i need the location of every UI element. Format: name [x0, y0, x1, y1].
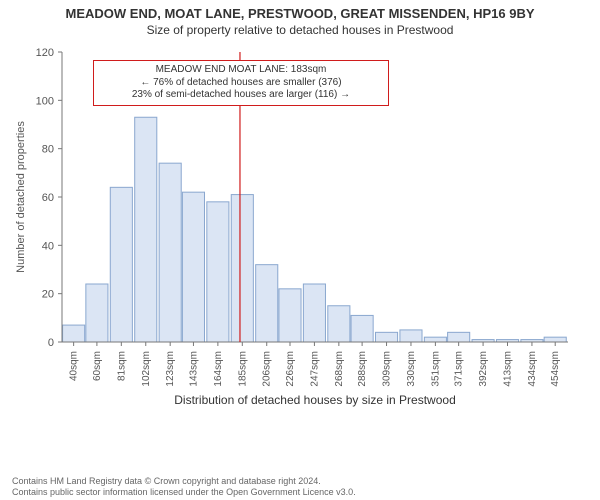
svg-text:226sqm: 226sqm: [285, 351, 296, 387]
svg-text:247sqm: 247sqm: [309, 351, 320, 387]
svg-text:434sqm: 434sqm: [527, 351, 538, 387]
svg-text:0: 0: [48, 337, 54, 349]
svg-text:206sqm: 206sqm: [262, 351, 273, 387]
chart-title: MEADOW END, MOAT LANE, PRESTWOOD, GREAT …: [0, 0, 600, 21]
svg-text:185sqm: 185sqm: [237, 351, 248, 387]
svg-text:60sqm: 60sqm: [92, 351, 103, 381]
figure-container: MEADOW END, MOAT LANE, PRESTWOOD, GREAT …: [0, 0, 600, 500]
svg-text:143sqm: 143sqm: [188, 351, 199, 387]
svg-text:60: 60: [42, 192, 54, 204]
callout-line-2: ← 76% of detached houses are smaller (37…: [100, 77, 382, 90]
svg-text:20: 20: [42, 289, 54, 301]
svg-text:268sqm: 268sqm: [334, 351, 345, 387]
svg-text:413sqm: 413sqm: [503, 351, 514, 387]
marker-callout: MEADOW END MOAT LANE: 183sqm ← 76% of de…: [93, 60, 389, 106]
svg-text:120: 120: [36, 47, 54, 59]
svg-text:454sqm: 454sqm: [550, 351, 561, 387]
svg-text:330sqm: 330sqm: [406, 351, 417, 387]
chart-subtitle: Size of property relative to detached ho…: [0, 21, 600, 37]
svg-text:309sqm: 309sqm: [382, 351, 393, 387]
callout-line-3: 23% of semi-detached houses are larger (…: [100, 89, 382, 102]
svg-text:81sqm: 81sqm: [116, 351, 127, 381]
svg-text:40sqm: 40sqm: [69, 351, 80, 381]
svg-text:Number of detached properties: Number of detached properties: [15, 121, 27, 273]
svg-text:371sqm: 371sqm: [454, 351, 465, 387]
svg-text:392sqm: 392sqm: [478, 351, 489, 387]
svg-text:164sqm: 164sqm: [213, 351, 224, 387]
svg-text:102sqm: 102sqm: [141, 351, 152, 387]
footer-attribution: Contains HM Land Registry data © Crown c…: [0, 476, 600, 498]
svg-text:100: 100: [36, 95, 54, 107]
svg-text:288sqm: 288sqm: [357, 351, 368, 387]
svg-text:123sqm: 123sqm: [165, 351, 176, 387]
svg-text:351sqm: 351sqm: [430, 351, 441, 387]
footer-line-1: Contains HM Land Registry data © Crown c…: [12, 476, 600, 487]
svg-text:Distribution of detached house: Distribution of detached houses by size …: [174, 393, 456, 407]
footer-line-2: Contains public sector information licen…: [12, 487, 600, 498]
svg-text:80: 80: [42, 144, 54, 156]
svg-text:40: 40: [42, 240, 54, 252]
callout-line-1: MEADOW END MOAT LANE: 183sqm: [100, 64, 382, 77]
